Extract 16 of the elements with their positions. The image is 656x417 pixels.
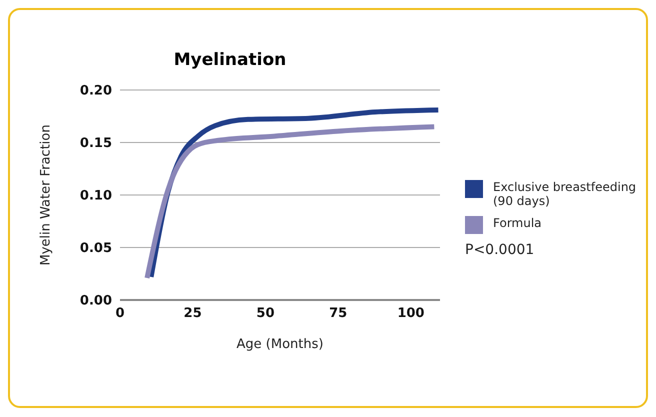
y-tick-label: 0.05: [80, 241, 112, 256]
x-tick-label: 25: [184, 306, 202, 322]
text: P<0.0001: [465, 242, 536, 258]
y-tick-label: 0.00: [80, 294, 112, 309]
legend-label: Exclusive breastfeeding (90 days): [493, 180, 638, 208]
y-tick-label: 0.20: [80, 84, 112, 99]
legend-label: Formula: [493, 216, 542, 230]
chart-title: Myelination: [172, 50, 288, 70]
x-axis-title: Age (Months): [236, 337, 324, 352]
y-axis-title: Myelin Water Fraction: [38, 124, 54, 266]
x-tick-label: 0: [115, 306, 125, 322]
y-tick-label: 0.15: [80, 136, 112, 152]
y-tick-label: 0.10: [80, 188, 112, 204]
x-tick-label: 50: [256, 306, 274, 322]
x-tick-label: 100: [397, 306, 424, 322]
x-tick-label: 75: [329, 306, 348, 322]
